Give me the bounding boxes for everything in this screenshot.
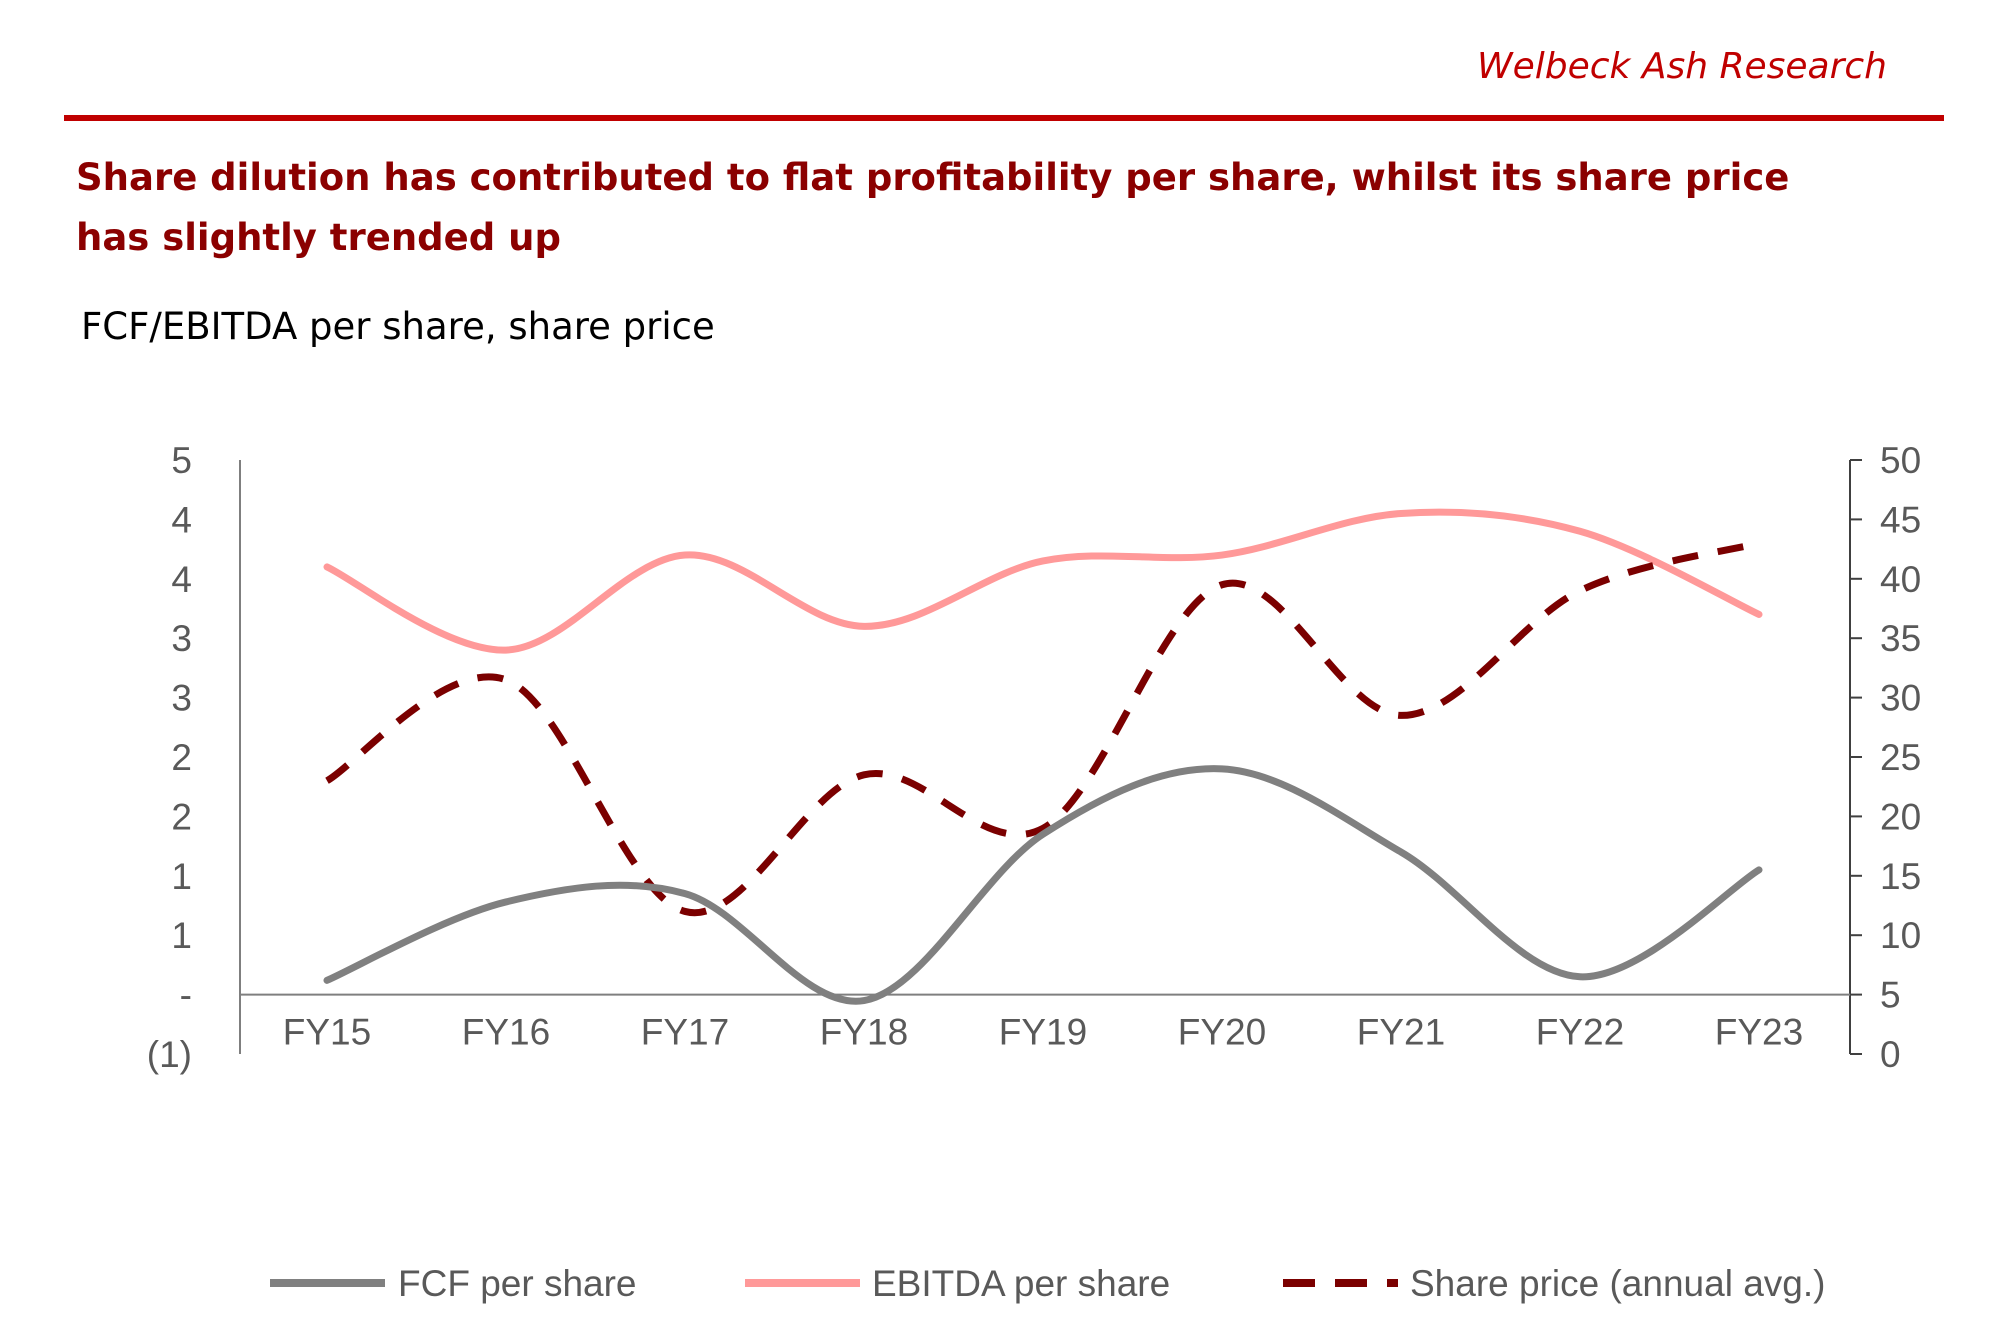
series-line-ebitda-per-share: [323, 508, 1763, 654]
left-tick-label: 1: [171, 856, 192, 897]
left-tick-label: 4: [171, 499, 192, 540]
x-tick-label: FY16: [462, 1012, 550, 1053]
right-tick-label: 0: [1880, 1034, 1901, 1075]
left-tick-label: 1: [171, 915, 192, 956]
left-tick-label: (1): [147, 1034, 192, 1075]
chart-headline: Share dilution has contributed to flat p…: [76, 156, 1790, 259]
right-tick-label: 35: [1880, 618, 1921, 659]
left-tick-label: 2: [171, 796, 192, 837]
series-line-fcf-per-share: [323, 765, 1763, 1005]
left-tick-label: -: [180, 975, 192, 1016]
left-tick-label: 4: [171, 559, 192, 600]
right-tick-label: 5: [1880, 975, 1901, 1016]
right-tick-label: 50: [1880, 440, 1921, 481]
legend-label-ebitda-per-share: EBITDA per share: [872, 1263, 1170, 1304]
right-tick-label: 20: [1880, 796, 1921, 837]
right-tick-label: 15: [1880, 856, 1921, 897]
x-tick-label: FY17: [641, 1012, 729, 1053]
right-tick-label: 30: [1880, 678, 1921, 719]
brand-name: Welbeck Ash Research: [1476, 46, 1887, 87]
legend-label-share-price-annual-avg: Share price (annual avg.): [1410, 1263, 1825, 1304]
header-rule: [64, 115, 1944, 121]
chart-series: [323, 508, 1763, 1005]
right-tick-label: 45: [1880, 499, 1921, 540]
left-tick-label: 3: [171, 618, 192, 659]
left-tick-label: 2: [171, 737, 192, 778]
x-tick-label: FY15: [283, 1012, 371, 1053]
series-line-share-price-annual-avg: [325, 539, 1760, 917]
chart-subtitle: FCF/EBITDA per share, share price: [81, 305, 715, 348]
chart-legend: FCF per share EBITDA per share Share price…: [270, 1263, 1825, 1304]
x-tick-label: FY20: [1178, 1012, 1266, 1053]
right-tick-label: 40: [1880, 559, 1921, 600]
x-tick-label: FY22: [1536, 1012, 1624, 1053]
left-tick-label: 3: [171, 678, 192, 719]
left-tick-label: 5: [171, 440, 192, 481]
x-tick-label: FY18: [820, 1012, 908, 1053]
legend-label-fcf-per-share: FCF per share: [398, 1263, 637, 1304]
right-tick-label: 25: [1880, 737, 1921, 778]
right-tick-label: 10: [1880, 915, 1921, 956]
x-tick-label: FY21: [1357, 1012, 1445, 1053]
x-tick-label: FY23: [1715, 1012, 1803, 1053]
x-tick-label: FY19: [999, 1012, 1087, 1053]
